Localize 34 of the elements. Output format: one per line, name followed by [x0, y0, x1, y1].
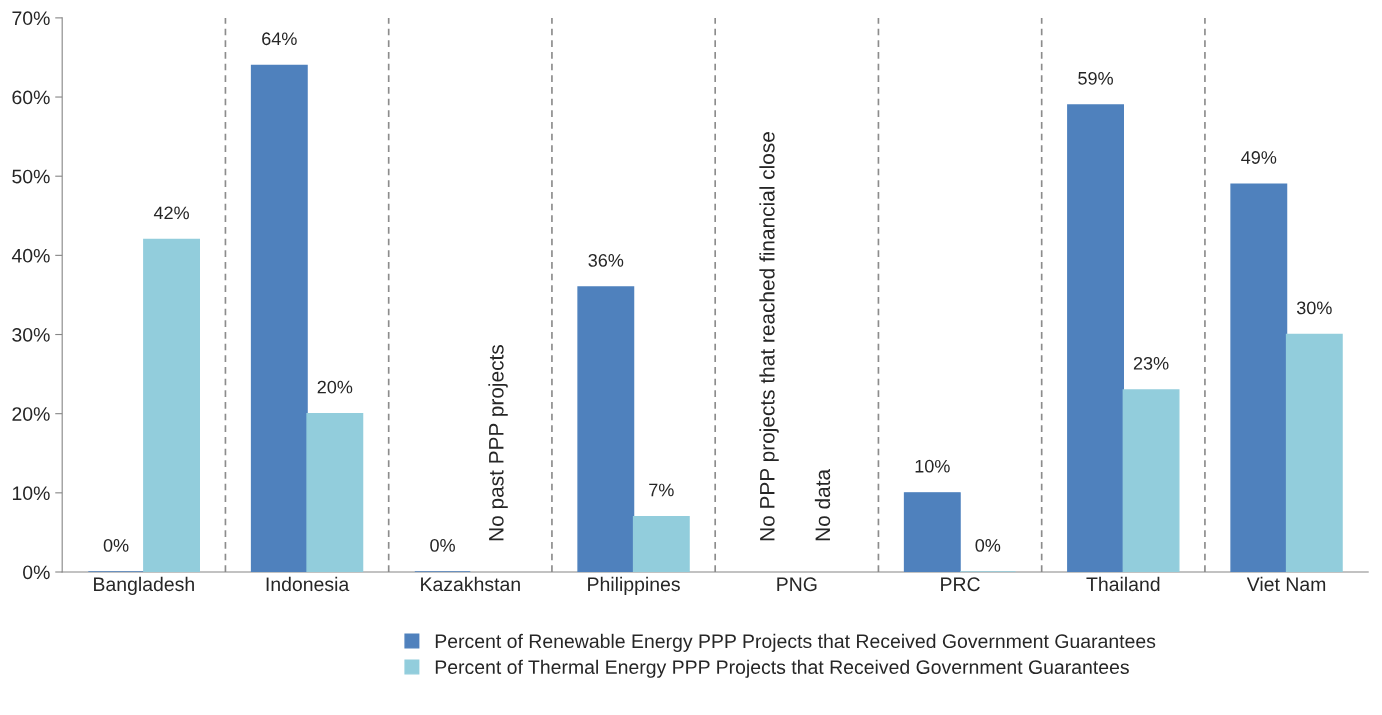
x-tick-label: Bangladesh: [94, 576, 194, 595]
x-tick-label: Thailand: [1086, 576, 1160, 592]
y-tick-label: 70%: [12, 11, 50, 26]
text: 0%: [430, 538, 455, 552]
annotation: No PPP projects that reached financial close: [759, 132, 779, 541]
text: 36%: [588, 254, 624, 267]
y-tick-label: 40%: [11, 248, 50, 263]
text: 0%: [103, 538, 129, 552]
x-tick-label: Kazakhstan: [421, 576, 520, 592]
y-tick-label: 0%: [23, 565, 50, 580]
text: 7%: [649, 483, 674, 497]
text: 49%: [1241, 151, 1277, 164]
text: 20%: [317, 380, 353, 394]
text: 42%: [153, 206, 189, 220]
y-tick-label: 60%: [12, 90, 50, 105]
y-tick-label: 30%: [12, 327, 50, 342]
text: 23%: [1133, 356, 1169, 370]
annotation: No past PPP projects: [488, 345, 508, 541]
legend-label: Percent of Thermal Energy PPP Projects that Received Government Guarantees: [435, 659, 1129, 678]
x-tick-label: Viet Nam: [1246, 576, 1326, 592]
text: 30%: [1296, 301, 1332, 315]
text: 64%: [262, 32, 297, 46]
annotation: No data: [814, 468, 831, 541]
y-tick-label: 10%: [12, 486, 50, 501]
text: 0%: [975, 538, 1001, 552]
legend-label: Percent of Renewable Energy PPP Projects that Received Government Guarantees: [435, 633, 1156, 652]
text: 10%: [915, 459, 950, 473]
x-tick-label: PRC: [941, 577, 980, 592]
y-tick-label: 20%: [12, 407, 50, 421]
y-tick-label: 50%: [12, 169, 50, 184]
text: 59%: [1078, 71, 1113, 85]
x-tick-label: Philippines: [588, 576, 680, 595]
x-tick-label: PNG: [777, 577, 817, 592]
x-tick-label: Indonesia: [266, 576, 350, 592]
